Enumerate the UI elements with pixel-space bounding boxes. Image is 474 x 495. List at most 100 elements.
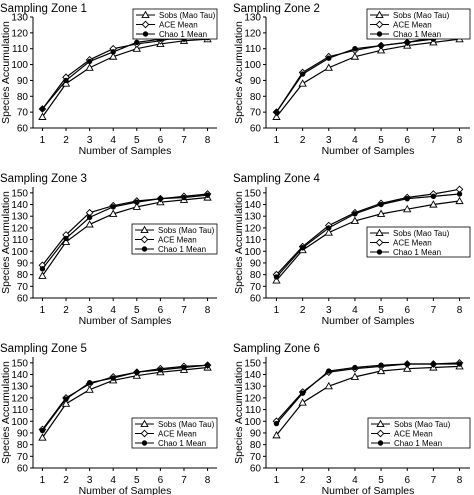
series-line: [275, 38, 460, 118]
data-point: [109, 209, 118, 217]
legend-label: ACE Mean: [393, 21, 432, 30]
series-triangle: [38, 193, 212, 279]
data-point: [63, 235, 69, 242]
y-tick-label: 120: [244, 223, 261, 234]
y-tick-label: 110: [12, 235, 28, 246]
data-point: [378, 42, 384, 49]
data-point: [326, 225, 332, 231]
data-point: [272, 276, 281, 284]
legend-marker: [140, 225, 149, 234]
data-point: [430, 193, 437, 200]
data-point: [39, 427, 46, 434]
data-point: [204, 192, 211, 198]
data-point: [376, 209, 386, 217]
data-point: [273, 420, 280, 427]
x-tick-label: 3: [87, 475, 93, 486]
series-line: [41, 38, 208, 118]
data-point: [134, 199, 140, 205]
series-line: [41, 196, 208, 277]
y-tick-label: 120: [11, 393, 28, 404]
y-tick-label: 150: [11, 358, 28, 369]
data-point: [63, 77, 69, 84]
x-tick-label: 1: [40, 305, 46, 316]
x-tick-label: 4: [352, 305, 358, 316]
legend-label: Sobs (Mao Tau): [158, 226, 215, 235]
x-tick-label: 5: [378, 305, 384, 316]
x-tick-label: 6: [404, 135, 410, 146]
data-point: [324, 63, 333, 71]
legend-label: ACE Mean: [393, 239, 432, 248]
series-line: [41, 37, 208, 110]
data-point: [204, 362, 211, 368]
legend-marker: [141, 440, 148, 446]
x-tick-label: 1: [40, 475, 46, 486]
y-tick-label: 80: [17, 270, 29, 281]
x-tick-label: 6: [404, 305, 410, 316]
data-point: [298, 79, 307, 87]
legend-label: Sobs (Mao Tau): [394, 420, 451, 429]
legend-marker: [142, 31, 149, 37]
y-tick-label: 140: [244, 370, 261, 381]
x-tick-label: 6: [158, 305, 164, 316]
y-axis-label: Species Accumulation: [0, 361, 12, 464]
y-tick-label: 100: [11, 60, 28, 71]
data-point: [272, 112, 281, 120]
data-point: [157, 367, 164, 373]
chart-title: Sampling Zone 6: [233, 343, 320, 355]
legend-marker: [376, 429, 385, 438]
y-tick-label: 150: [244, 188, 261, 199]
y-tick-label: 100: [11, 417, 28, 428]
legend-marker: [140, 419, 149, 428]
series-line: [276, 363, 460, 424]
y-tick-label: 60: [17, 464, 29, 475]
y-tick-label: 100: [244, 60, 261, 71]
y-tick-label: 120: [11, 28, 28, 39]
x-axis-label: Number of Samples: [79, 485, 172, 495]
y-tick-label: 70: [250, 108, 262, 119]
x-tick-label: 6: [404, 475, 410, 486]
y-tick-label: 90: [250, 428, 262, 439]
data-point: [456, 191, 463, 197]
chart-title: Sampling Zone 2: [233, 3, 320, 15]
x-tick-label: 5: [378, 135, 384, 146]
y-tick-label: 70: [250, 452, 262, 463]
legend-marker: [141, 246, 148, 252]
data-point: [455, 196, 464, 205]
legend-marker: [376, 31, 383, 37]
data-point: [299, 390, 306, 396]
y-tick-label: 80: [250, 270, 262, 281]
data-point: [376, 366, 386, 375]
y-axis-label: Species Accumulation: [233, 21, 245, 124]
y-tick-label: 110: [245, 44, 261, 55]
x-tick-label: 8: [205, 305, 211, 316]
data-point: [376, 45, 386, 54]
y-tick-label: 110: [12, 44, 28, 55]
y-axis-label: Species Accumulation: [233, 361, 245, 464]
x-tick-label: 7: [431, 305, 437, 316]
chart-panel-6: Sampling Zone 66070809010011012013014015…: [233, 343, 471, 495]
data-point: [350, 52, 360, 60]
data-point: [430, 361, 437, 367]
data-point: [157, 195, 164, 202]
y-tick-label: 80: [250, 92, 262, 103]
data-point: [86, 58, 93, 65]
series-line: [41, 194, 208, 270]
series-circle: [39, 362, 211, 434]
data-point: [39, 266, 46, 272]
data-point: [38, 433, 47, 441]
x-tick-label: 1: [40, 135, 46, 146]
x-tick-label: 3: [326, 305, 332, 316]
y-tick-label: 60: [250, 124, 262, 135]
series-line: [276, 193, 460, 278]
x-axis-label: Number of Samples: [79, 145, 172, 157]
data-point: [299, 245, 306, 251]
chart-panel-1: Sampling Zone 1 60 70 80 90 100 110 120 130 1 2 3 4 5…: [0, 3, 218, 157]
x-tick-label: 7: [181, 475, 187, 486]
legend-label: Chao 1 Mean: [158, 245, 206, 254]
x-tick-label: 2: [63, 305, 69, 316]
x-tick-label: 2: [63, 135, 69, 146]
y-tick-label: 60: [17, 294, 29, 305]
data-point: [324, 228, 333, 236]
legend-label: ACE Mean: [394, 430, 433, 439]
